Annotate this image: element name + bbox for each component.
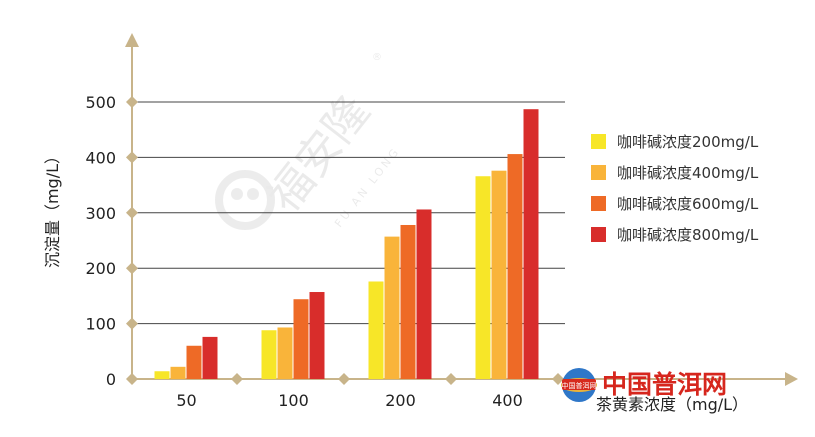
y-tick-label: 300 <box>85 204 116 223</box>
y-axis-title: 沉淀量（mg/L） <box>43 148 62 268</box>
legend-swatch <box>591 227 606 242</box>
x-tick-marker <box>445 373 457 385</box>
bar <box>368 281 384 379</box>
bar <box>154 371 170 379</box>
x-tick-label: 400 <box>492 391 523 410</box>
bar <box>186 345 202 379</box>
x-tick-label: 200 <box>385 391 416 410</box>
x-tick-marker <box>338 373 350 385</box>
y-tick-label: 0 <box>106 370 116 389</box>
site-logo: 中国普洱网 中国普洱网 <box>561 368 727 402</box>
x-tick-marker <box>552 373 564 385</box>
legend-swatch <box>591 165 606 180</box>
x-tick-label: 100 <box>278 391 309 410</box>
axes <box>125 33 798 386</box>
watermark-logo-icon <box>215 170 275 230</box>
x-axis-title: 茶黄素浓度（mg/L） <box>596 395 748 414</box>
x-tick-marker <box>231 373 243 385</box>
bar <box>416 209 432 379</box>
bar <box>170 366 186 379</box>
logo-badge-text: 中国普洱网 <box>562 381 597 390</box>
y-axis-arrow-icon <box>125 33 139 47</box>
legend-swatch <box>591 134 606 149</box>
x-tick-label: 50 <box>176 391 196 410</box>
legend: 咖啡碱浓度200mg/L 咖啡碱浓度400mg/L 咖啡碱浓度600mg/L 咖啡碱浓… <box>591 133 759 244</box>
x-tick-labels: 50 100 200 400 <box>176 391 522 410</box>
bar <box>400 224 416 379</box>
watermark-registered-mark: ® <box>372 52 382 63</box>
y-tick-label: 100 <box>85 315 116 334</box>
y-tick-label: 400 <box>85 148 116 167</box>
logo-text: 中国普洱网 <box>602 370 727 399</box>
bar <box>293 299 309 379</box>
bar <box>277 327 293 379</box>
x-axis-arrow-icon <box>785 372 798 386</box>
y-tick-label: 500 <box>85 93 116 112</box>
bar <box>384 236 400 379</box>
legend-label: 咖啡碱浓度200mg/L <box>617 133 759 151</box>
bar <box>523 109 539 380</box>
fuanlong-watermark: 福安隆 FU AN LONG ® <box>215 52 403 230</box>
legend-swatch <box>591 196 606 211</box>
bar <box>309 292 325 379</box>
bar <box>507 154 523 379</box>
legend-label: 咖啡碱浓度800mg/L <box>617 226 759 244</box>
bar <box>491 170 507 379</box>
bar <box>261 330 277 379</box>
y-tick-labels: 0 100 200 300 400 500 <box>85 93 116 389</box>
y-tick-label: 200 <box>85 259 116 278</box>
bars <box>154 109 539 380</box>
legend-label: 咖啡碱浓度600mg/L <box>617 195 759 213</box>
bar <box>475 176 491 379</box>
bar <box>202 336 218 379</box>
legend-label: 咖啡碱浓度400mg/L <box>617 164 759 182</box>
